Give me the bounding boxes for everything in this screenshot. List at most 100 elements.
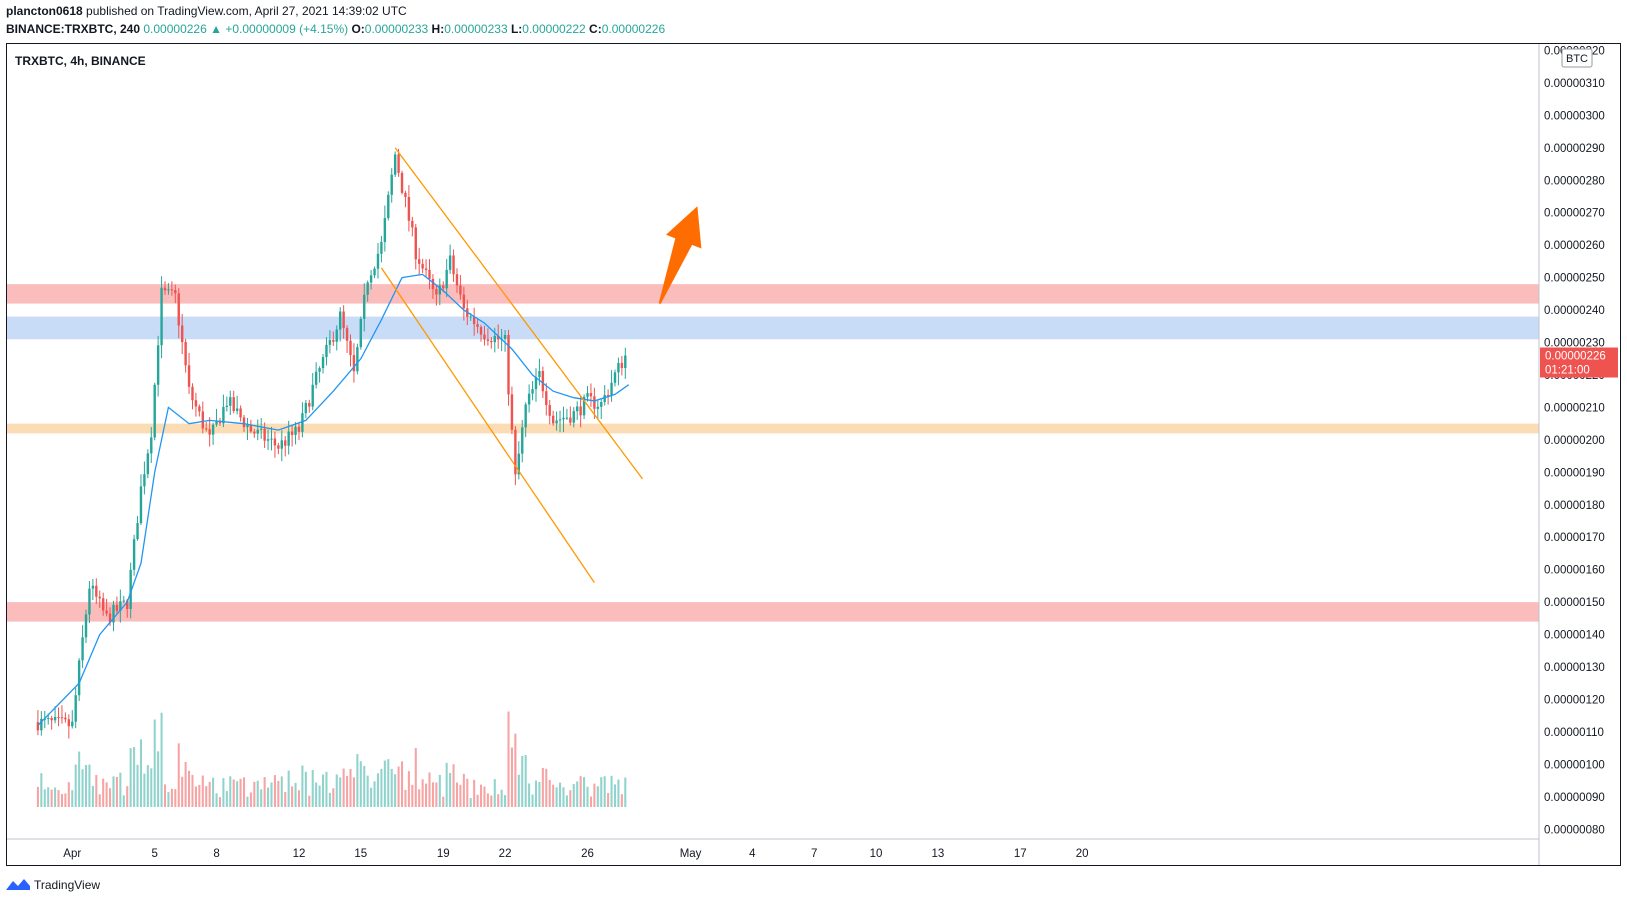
candle-body [229, 397, 232, 406]
volume-bar [146, 765, 149, 807]
volume-bar [143, 773, 146, 807]
candle-body [514, 429, 517, 475]
candle-body [442, 285, 445, 289]
volume-bar [370, 787, 373, 807]
candle-body [294, 426, 297, 435]
volume-bar [545, 768, 548, 807]
chart-frame[interactable] [6, 43, 1621, 866]
volume-bar [531, 794, 534, 807]
candle-body [201, 411, 204, 429]
candle-body [393, 154, 397, 175]
candle-body [603, 394, 606, 403]
volume-bar [397, 766, 400, 807]
candle-body [624, 355, 627, 369]
candle-body [60, 717, 64, 719]
volume-bar [342, 768, 345, 807]
price-tick-label: 0.00000090 [1544, 792, 1605, 804]
volume-bar [431, 782, 434, 807]
time-axis: Apr 5 8 12 15 19 22 26 May 4 7 10 13 17 20 [63, 848, 1088, 860]
volume-bar [373, 781, 376, 807]
volume-bar [504, 795, 507, 807]
volume-bar [548, 779, 551, 807]
candle-body [177, 293, 180, 326]
volume-bar [256, 780, 259, 807]
volume-bar [569, 790, 572, 807]
volume-bar [47, 787, 50, 807]
candle-body [40, 718, 43, 731]
volume-bar [510, 747, 513, 807]
volume-bar [74, 764, 77, 807]
candle-body [146, 453, 150, 475]
candle-body [404, 192, 407, 198]
candle-body [163, 287, 167, 291]
volume-bar [287, 770, 290, 807]
candle-body [510, 394, 514, 430]
volume-bar [600, 777, 603, 807]
candle-body [411, 220, 414, 228]
channel-line [394, 147, 643, 480]
candle-body [448, 255, 452, 270]
published-text: published on TradingView.com, April 27, … [86, 4, 407, 18]
candle-body [112, 604, 115, 623]
low-label: L: [510, 22, 523, 36]
currency-badge[interactable] [1561, 48, 1593, 68]
moving-average-line [37, 273, 630, 726]
price-tick-label: 0.00000260 [1544, 240, 1605, 252]
volume-bar [620, 794, 623, 807]
volume-bar [239, 778, 242, 807]
volume-bar [122, 795, 125, 807]
volume-bar [304, 771, 307, 807]
author-name[interactable]: plancton0618 [6, 4, 83, 18]
brand-name[interactable]: TradingView [34, 878, 101, 892]
candle-body [211, 424, 215, 435]
volume-bar [263, 777, 266, 807]
volume-bar [301, 765, 304, 807]
volume-bar [318, 785, 321, 807]
volume-bar [60, 794, 63, 807]
volume-bar [315, 782, 318, 807]
candle-body [290, 431, 294, 435]
time-tick-label: 15 [354, 848, 367, 860]
volume-bar [449, 772, 452, 807]
zone-red [7, 602, 1539, 622]
time-tick-label: 10 [870, 848, 883, 860]
volume-bar [153, 719, 156, 807]
candle-body [71, 721, 74, 727]
volume-bar [624, 777, 627, 807]
candle-body [311, 384, 314, 407]
open-label: O: [351, 22, 365, 36]
volume-bar [84, 764, 88, 807]
candle-body [555, 420, 558, 424]
volume-bar [294, 782, 297, 807]
candle-body [108, 613, 112, 623]
candle-body [273, 438, 277, 446]
price-tick-label: 0.00000310 [1544, 78, 1605, 90]
volume-bar [177, 743, 180, 807]
candle-body [256, 429, 259, 434]
volume-bar [54, 787, 57, 807]
candle-body [527, 393, 531, 405]
volume-bar [236, 781, 239, 807]
volume-bar [126, 786, 129, 807]
zone-red [7, 284, 1539, 304]
volume-bar [425, 783, 428, 807]
candle-body [576, 406, 579, 412]
candle-body [538, 371, 541, 378]
candle-body [132, 539, 136, 570]
volume-bar [380, 768, 383, 807]
candle-body [126, 600, 129, 610]
candle-body [170, 289, 174, 291]
candle-body [359, 318, 363, 348]
candle-body [524, 404, 527, 428]
candle-body [363, 294, 366, 319]
volume-bar [157, 751, 160, 807]
volume-bar [115, 776, 118, 807]
volume-bar [325, 771, 328, 807]
candle-body [469, 316, 472, 318]
volume-bar [139, 739, 142, 807]
candle-body [548, 405, 551, 416]
header-line-2: BINANCE:TRXBTC, 240 0.00000226 ▲ +0.0000… [6, 22, 665, 36]
volume-bar [593, 783, 596, 807]
volume-bar [562, 787, 565, 807]
